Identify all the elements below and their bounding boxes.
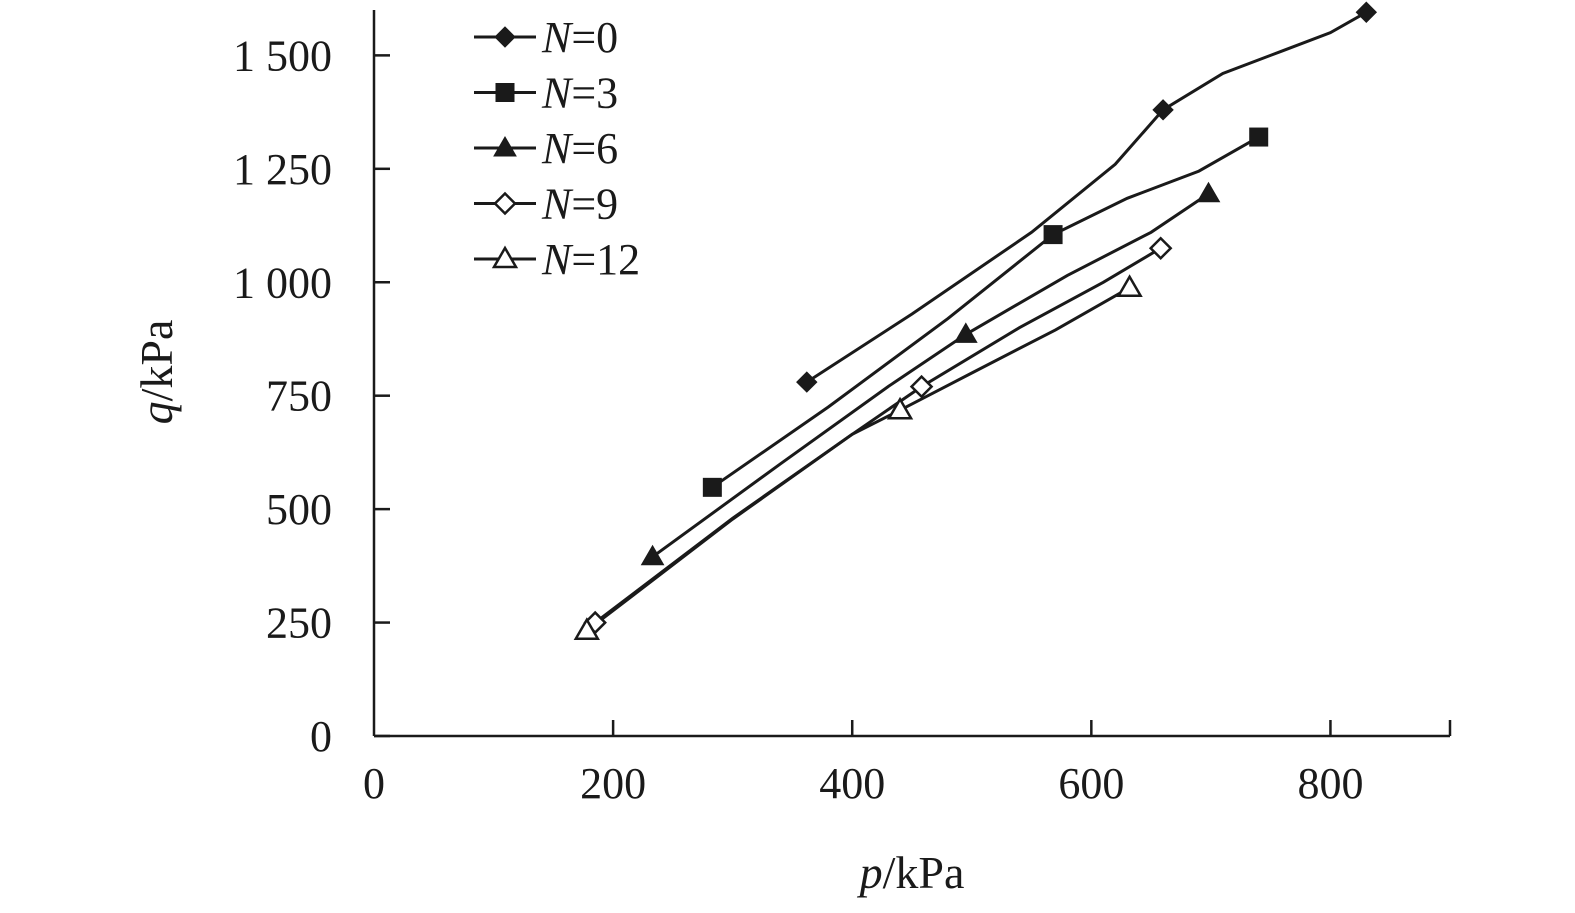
x-axis-title: p/kPa xyxy=(857,847,965,898)
legend-label-value: =12 xyxy=(571,235,640,284)
y-tick-label: 1 250 xyxy=(233,145,332,194)
data-point-N-12 xyxy=(886,396,914,420)
legend-label: N=9 xyxy=(541,180,618,229)
legend-label-value: =9 xyxy=(571,180,618,229)
legend-label: N=12 xyxy=(541,235,640,284)
legend-label-value: =0 xyxy=(571,13,618,62)
legend-label-var: N xyxy=(541,13,574,62)
x-tick-label: 200 xyxy=(580,759,646,808)
data-point-N-0 xyxy=(1355,1,1378,23)
legend-marker xyxy=(494,26,516,48)
legend-label-var: N xyxy=(541,69,574,118)
data-point-N-12 xyxy=(573,617,600,640)
markers xyxy=(573,1,1378,640)
legend-label-var: N xyxy=(541,124,574,173)
legend-label: N=3 xyxy=(541,69,618,118)
legend-label-var: N xyxy=(541,180,574,229)
data-point-N-3 xyxy=(1249,127,1269,147)
data-point-N-6 xyxy=(1196,181,1221,203)
data-point-N-9 xyxy=(909,374,934,399)
legend-label-var: N xyxy=(541,235,574,284)
legend-label-value: =3 xyxy=(571,69,618,118)
legend-item-N-12: N=12 xyxy=(474,235,640,284)
legend-marker xyxy=(491,245,519,269)
series-line-N-3 xyxy=(711,135,1260,489)
x-tick-label: 0 xyxy=(363,759,385,808)
data-point-N-3 xyxy=(1043,225,1063,245)
series-line-N-0 xyxy=(805,10,1368,384)
data-point-N-0 xyxy=(796,371,818,393)
legend: N=0N=3N=6N=9N=12 xyxy=(474,13,640,284)
legend-label-value: =6 xyxy=(571,124,618,173)
legend-item-N-9: N=9 xyxy=(474,180,618,229)
y-tick-label: 750 xyxy=(266,372,332,421)
data-point-N-6 xyxy=(640,544,665,566)
y-tick-label: 250 xyxy=(266,599,332,648)
data-point-N-0 xyxy=(1152,99,1174,121)
series-line-N-6 xyxy=(651,192,1210,559)
legend-marker xyxy=(493,191,517,216)
y-tick-label: 500 xyxy=(266,485,332,534)
series-line-N-9 xyxy=(594,246,1162,624)
legend-marker xyxy=(493,136,517,157)
legend-item-N-3: N=3 xyxy=(474,69,618,118)
legend-marker xyxy=(495,83,515,102)
y-axis-title-unit: /kPa xyxy=(131,320,182,402)
x-tick-label: 800 xyxy=(1297,759,1363,808)
data-point-N-9 xyxy=(1148,236,1173,260)
y-tick-label: 1 000 xyxy=(233,258,332,307)
legend-item-N-0: N=0 xyxy=(474,13,618,62)
legend-label: N=0 xyxy=(541,13,618,62)
series-lines xyxy=(585,10,1368,632)
y-tick-label: 1 500 xyxy=(233,31,332,80)
x-tick-label: 400 xyxy=(819,759,885,808)
y-axis-title: q/kPa xyxy=(131,320,182,425)
data-point-N-12 xyxy=(1116,274,1143,297)
y-tick-label: 0 xyxy=(310,712,332,761)
series-line-N-12 xyxy=(585,286,1131,632)
y-axis-title-var: q xyxy=(131,401,182,424)
data-point-N-3 xyxy=(702,477,722,497)
x-axis-title-var: p xyxy=(857,847,883,898)
x-tick-label: 600 xyxy=(1058,759,1124,808)
legend-item-N-6: N=6 xyxy=(474,124,618,173)
x-axis-title-unit: /kPa xyxy=(883,847,965,898)
data-point-N-6 xyxy=(953,322,978,343)
legend-label: N=6 xyxy=(541,124,618,173)
